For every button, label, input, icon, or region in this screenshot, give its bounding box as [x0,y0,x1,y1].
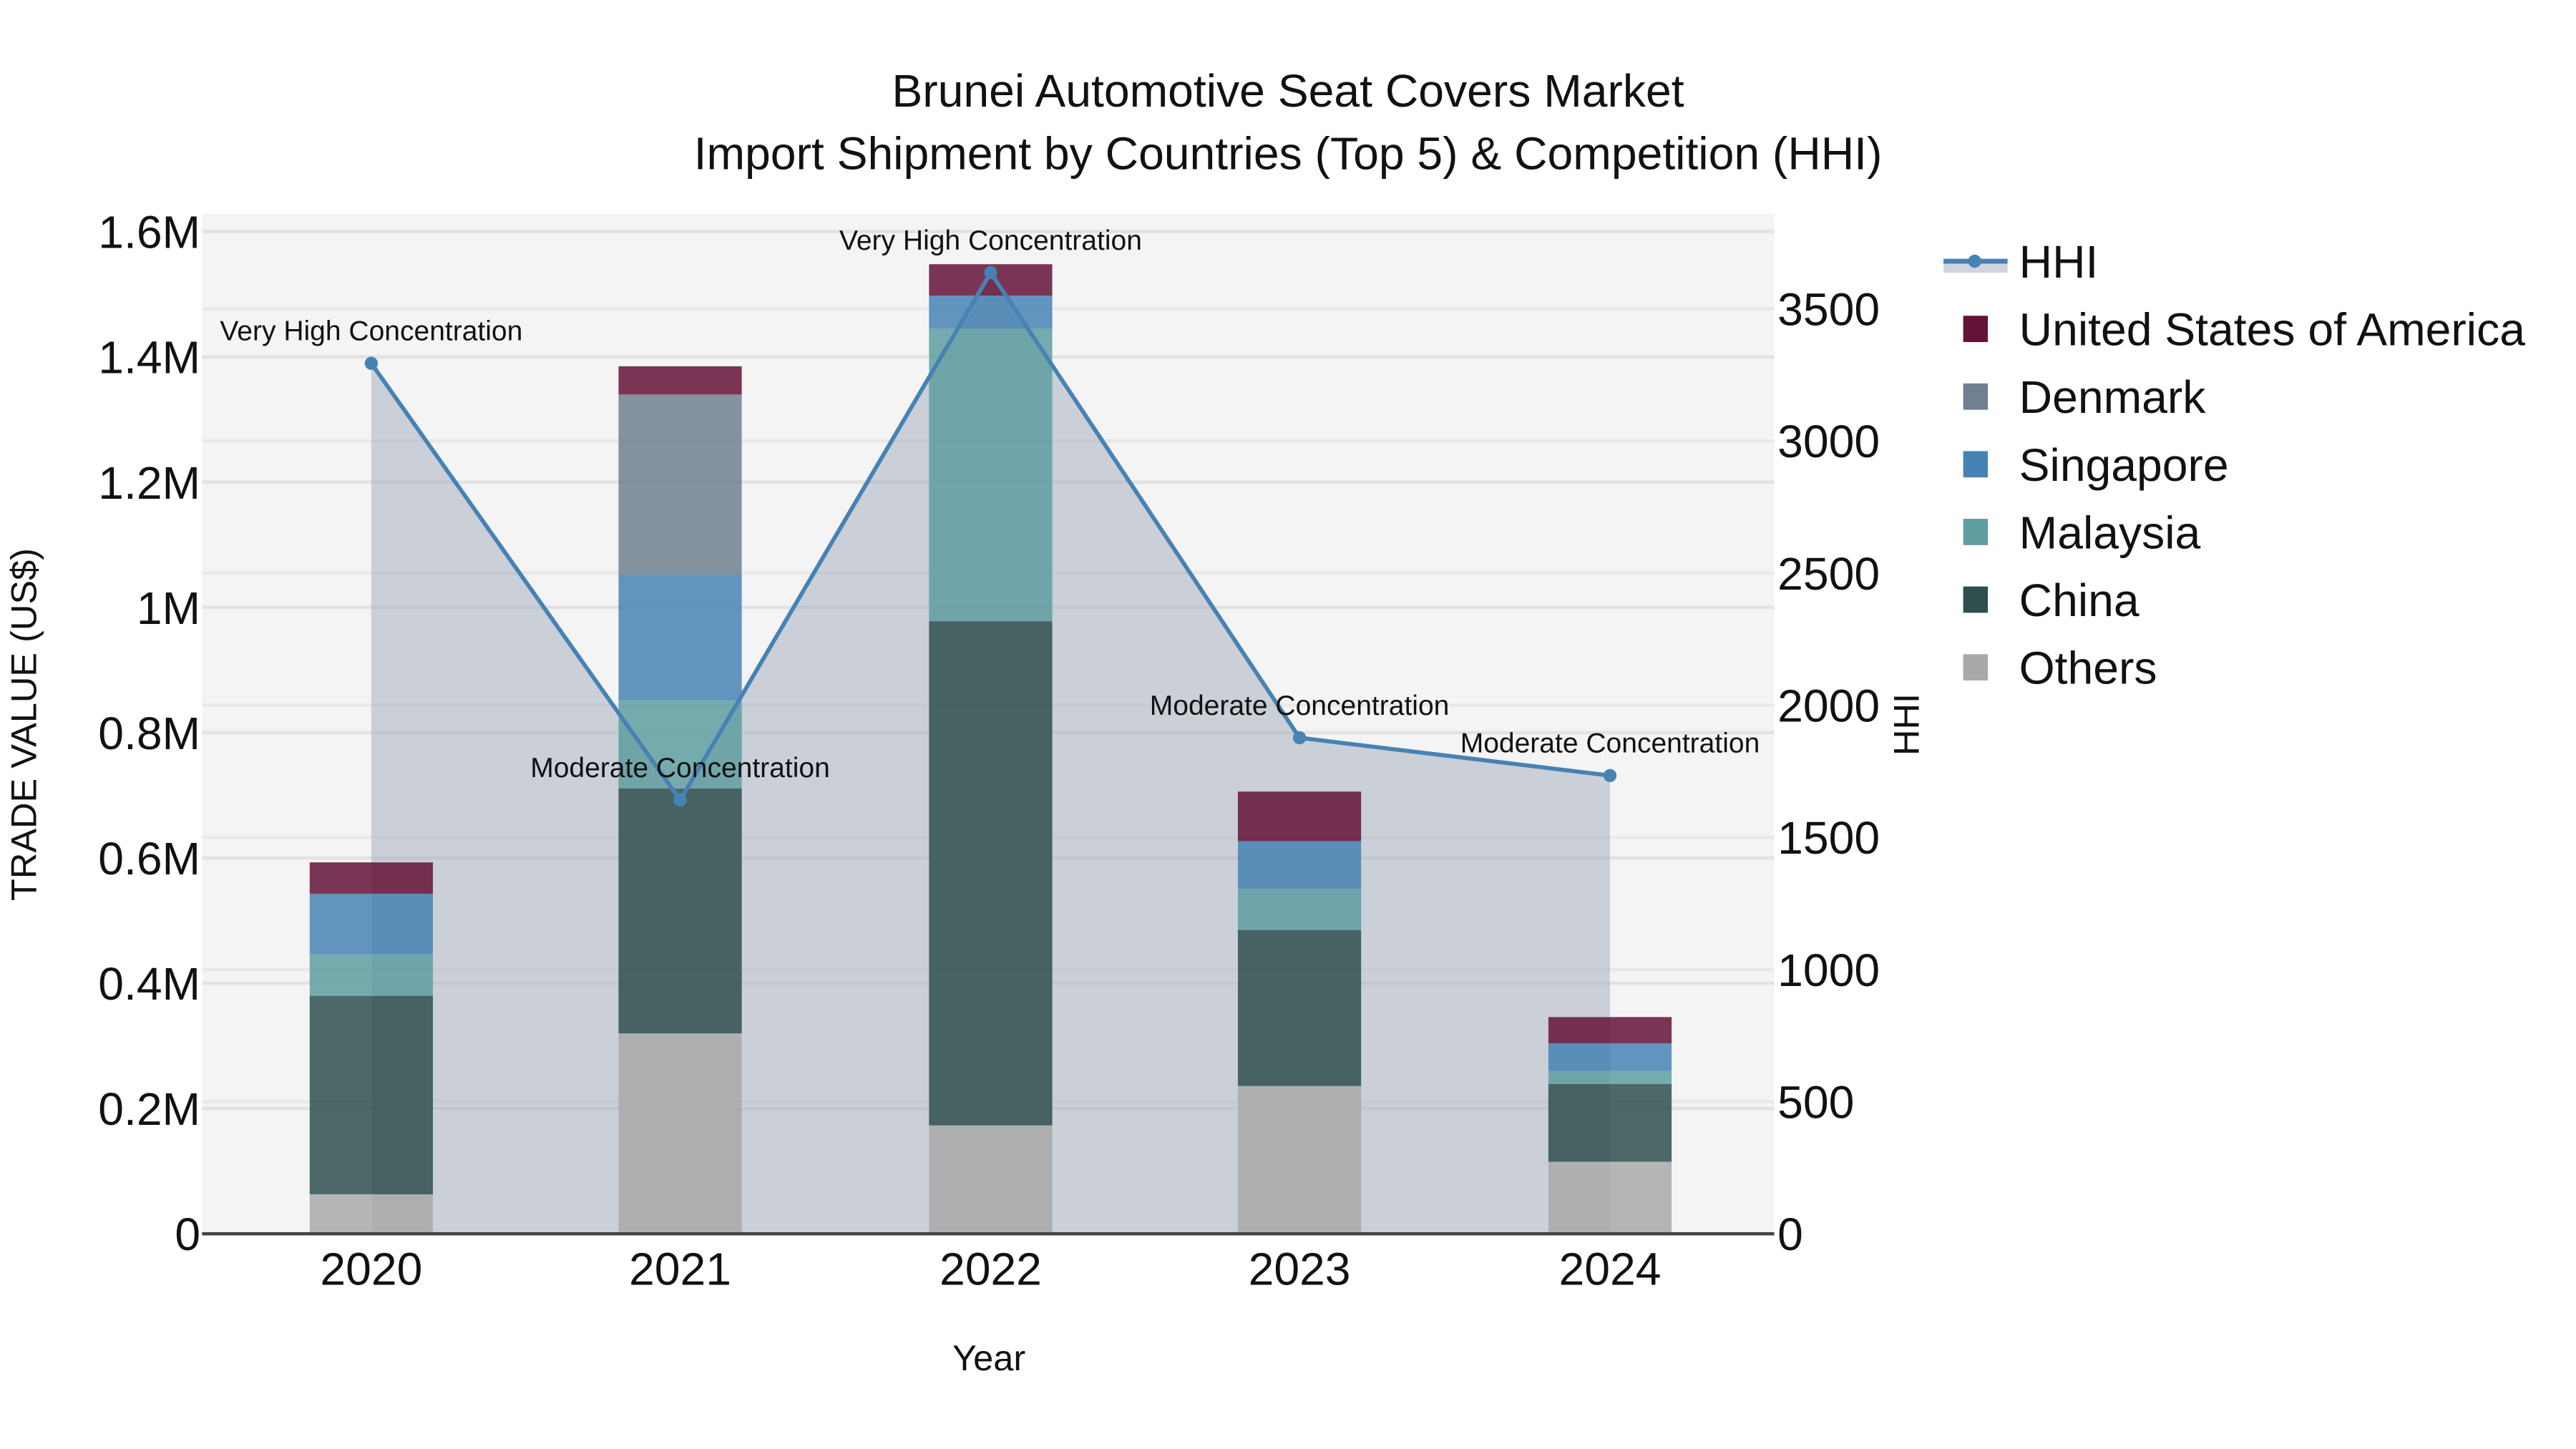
x-tick-label: 2023 [1249,1243,1351,1294]
stacked-bars [309,264,1672,1234]
legend-label: Others [2019,643,2157,694]
chart-title-line2: Import Shipment by Countries (Top 5) & C… [694,127,1883,179]
y-right-tick-label: 500 [1777,1077,1854,1128]
legend-swatch-icon [1963,451,1989,478]
bar-segment-malaysia-2024[interactable] [1548,1070,1672,1085]
bar-segment-singapore-2021[interactable] [618,575,742,701]
bar-segment-others-2021[interactable] [618,1033,742,1234]
x-tick-label: 2022 [940,1243,1042,1294]
y-left-tick-label: 0 [175,1209,200,1260]
hhi-annotation: Moderate Concentration [530,753,830,784]
bar-segment-others-2024[interactable] [1548,1161,1672,1234]
y-left-tick-label: 0.4M [98,958,200,1010]
hhi-point-2022[interactable] [984,265,997,280]
y-right-tick-label: 3500 [1777,284,1880,336]
bar-segment-malaysia-2020[interactable] [309,954,433,996]
legend-swatch-icon [1963,654,1989,680]
bar-segment-denmark-2021[interactable] [618,394,742,575]
y-axis-left-title: TRADE VALUE (US$) [4,548,44,901]
bar-segment-others-2020[interactable] [309,1194,433,1234]
bar-segment-china-2023[interactable] [1237,930,1362,1086]
bar-segment-united-states-of-america-2020[interactable] [309,862,433,894]
hhi-annotation: Very High Concentration [839,225,1142,256]
y-right-tick-label: 1000 [1777,945,1880,996]
legend-swatch-icon [1963,519,1989,545]
legend-item-singapore[interactable]: Singapore [1963,439,2229,491]
y-left-tick-label: 1.6M [98,207,200,258]
y-right-tick-label: 2000 [1777,680,1880,732]
y-right-tick-label: 2500 [1777,548,1880,600]
y-left-tick-label: 0.6M [98,833,200,884]
y-axis-right-ticks: 0 500 1000 1500 2000 2500 3000 3500 [1777,284,1880,1261]
bar-segment-singapore-2022[interactable] [929,296,1053,329]
hhi-point-2024[interactable] [1603,769,1617,783]
legend-item-denmark[interactable]: Denmark [1963,371,2207,423]
y-left-tick-label: 1.2M [98,457,200,509]
hhi-annotation: Very High Concentration [220,316,522,347]
hhi-annotations: Very High Concentration Moderate Concentr… [220,225,1760,784]
x-axis-title: Year [952,1337,1025,1378]
legend-label: HHI [2019,236,2099,288]
x-tick-label: 2024 [1559,1243,1662,1294]
bar-segment-singapore-2023[interactable] [1237,841,1362,889]
legend-item-china[interactable]: China [1963,575,2140,626]
hhi-point-2021[interactable] [673,794,687,807]
hhi-point-2023[interactable] [1292,731,1307,745]
bar-segment-united-states-of-america-2021[interactable] [618,366,742,395]
hhi-annotation: Moderate Concentration [1460,728,1760,759]
bar-segment-china-2024[interactable] [1548,1084,1672,1162]
y-right-tick-label: 1500 [1777,812,1880,864]
legend-swatch-icon [1963,586,1989,613]
legend-label: United States of America [2019,304,2526,356]
y-left-tick-label: 0.2M [98,1083,200,1135]
legend-item-hhi[interactable]: HHI [1943,236,2098,288]
legend-label: China [2019,575,2140,626]
x-axis-ticks: 2020 2021 2022 2023 2024 [320,1243,1661,1294]
y-right-tick-label: 0 [1777,1209,1803,1260]
bar-segment-singapore-2024[interactable] [1548,1043,1672,1071]
legend-swatch-icon [1963,316,1989,343]
hhi-annotation: Moderate Concentration [1150,691,1450,721]
bar-segment-china-2022[interactable] [929,621,1053,1126]
bar-segment-china-2020[interactable] [309,995,433,1195]
legend: HHI United States of America Denmark Singap… [1943,236,2525,694]
legend-item-united-states-of-america[interactable]: United States of America [1963,304,2526,356]
hhi-point-2020[interactable] [364,356,379,370]
bar-segment-malaysia-2023[interactable] [1237,888,1362,930]
y-left-tick-label: 1M [137,582,200,634]
y-axis-left-ticks: 0 0.2M 0.4M 0.6M 0.8M 1M 1.2M 1.4M 1.6M [98,207,200,1261]
bar-segment-united-states-of-america-2024[interactable] [1548,1017,1672,1044]
y-right-tick-label: 3000 [1777,416,1880,467]
legend-item-others[interactable]: Others [1963,643,2157,694]
bar-segment-china-2021[interactable] [618,788,742,1034]
legend-item-malaysia[interactable]: Malaysia [1963,507,2201,558]
hhi-points [364,265,1617,807]
x-tick-label: 2020 [320,1243,422,1294]
legend-label: Denmark [2019,371,2207,423]
bar-segment-others-2023[interactable] [1237,1085,1362,1234]
chart-title-line1: Brunei Automotive Seat Covers Market [892,65,1684,117]
y-left-tick-label: 0.8M [98,708,200,759]
bar-segment-others-2022[interactable] [929,1125,1053,1234]
legend-label: Malaysia [2019,507,2201,558]
legend-swatch-icon [1963,383,1989,410]
legend-label: Singapore [2019,439,2229,491]
bar-segment-malaysia-2022[interactable] [929,328,1053,622]
bar-segment-singapore-2020[interactable] [309,893,433,955]
y-left-tick-label: 1.4M [98,332,200,384]
y-axis-right-title: HHI [1886,693,1927,756]
bar-segment-united-states-of-america-2023[interactable] [1237,791,1362,841]
x-tick-label: 2021 [629,1243,731,1294]
